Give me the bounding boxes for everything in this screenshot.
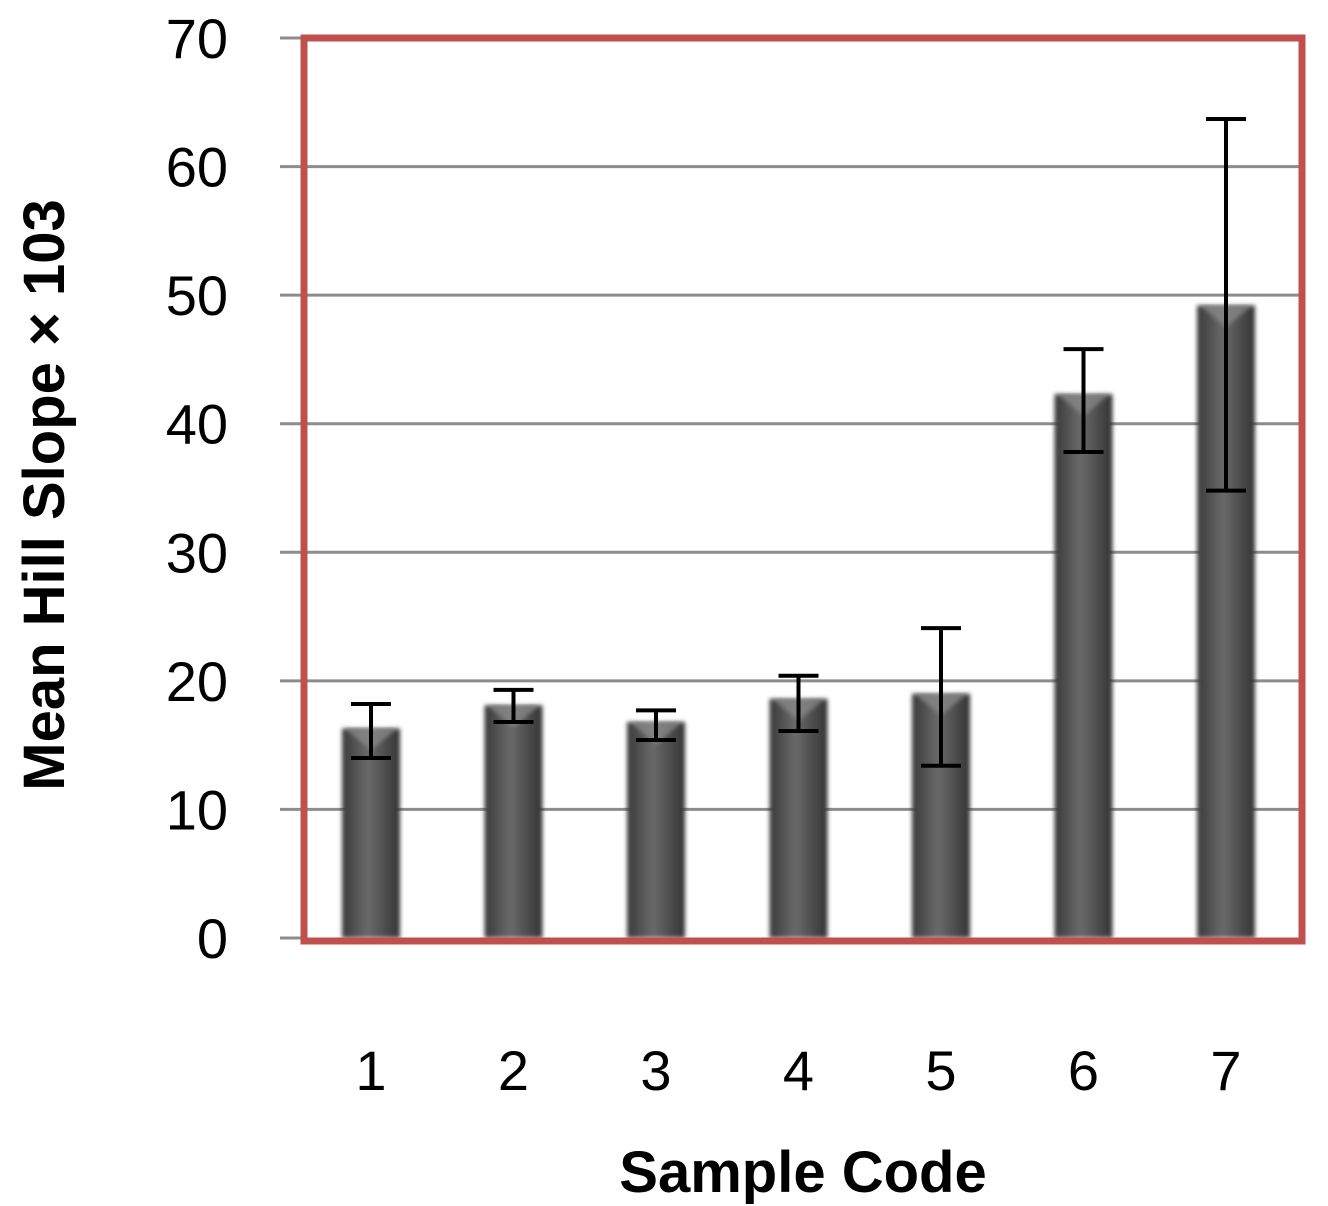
bar-4: [769, 698, 828, 938]
bar-3: [627, 722, 685, 938]
error-bar-2: [493, 687, 534, 724]
y-tick-label: 0: [197, 907, 228, 970]
y-axis-title: Mean Hill Slope × 103: [12, 199, 77, 791]
plot-area-border: [300, 34, 1306, 945]
bars: [342, 305, 1255, 939]
y-tick-label: 50: [166, 264, 228, 327]
error-bar-6: [1063, 347, 1104, 454]
x-tick-label: 4: [783, 1039, 814, 1102]
x-tick-label: 3: [640, 1039, 671, 1102]
x-tick-label: 6: [1068, 1039, 1099, 1102]
gridlines: [304, 165, 1302, 811]
error-bar-4: [778, 673, 819, 733]
y-tick-label: 70: [166, 7, 228, 70]
y-tick-label: 40: [166, 393, 228, 456]
y-tick-label: 20: [166, 650, 228, 713]
y-tick-label: 10: [166, 778, 228, 841]
error-bar-5: [921, 626, 961, 768]
x-tick-label: 5: [925, 1039, 956, 1102]
y-axis-ticks: 0 10 20 30 40 50 60 70: [166, 7, 304, 970]
x-tick-label: 7: [1210, 1039, 1241, 1102]
bar-2: [484, 705, 543, 938]
y-tick-label: 60: [166, 136, 228, 199]
bar-1: [342, 728, 400, 938]
error-bar-7: [1206, 117, 1246, 493]
error-bar-1: [351, 702, 391, 760]
x-tick-label: 2: [498, 1039, 529, 1102]
x-tick-label: 1: [355, 1039, 386, 1102]
x-axis-ticks: 1 2 3 4 5 6 7: [355, 1039, 1241, 1102]
error-bars: [351, 117, 1246, 768]
bar-6: [1054, 394, 1113, 939]
error-bar-3: [636, 708, 676, 742]
y-tick-label: 30: [166, 521, 228, 584]
x-axis-title: Sample Code: [619, 1140, 986, 1205]
